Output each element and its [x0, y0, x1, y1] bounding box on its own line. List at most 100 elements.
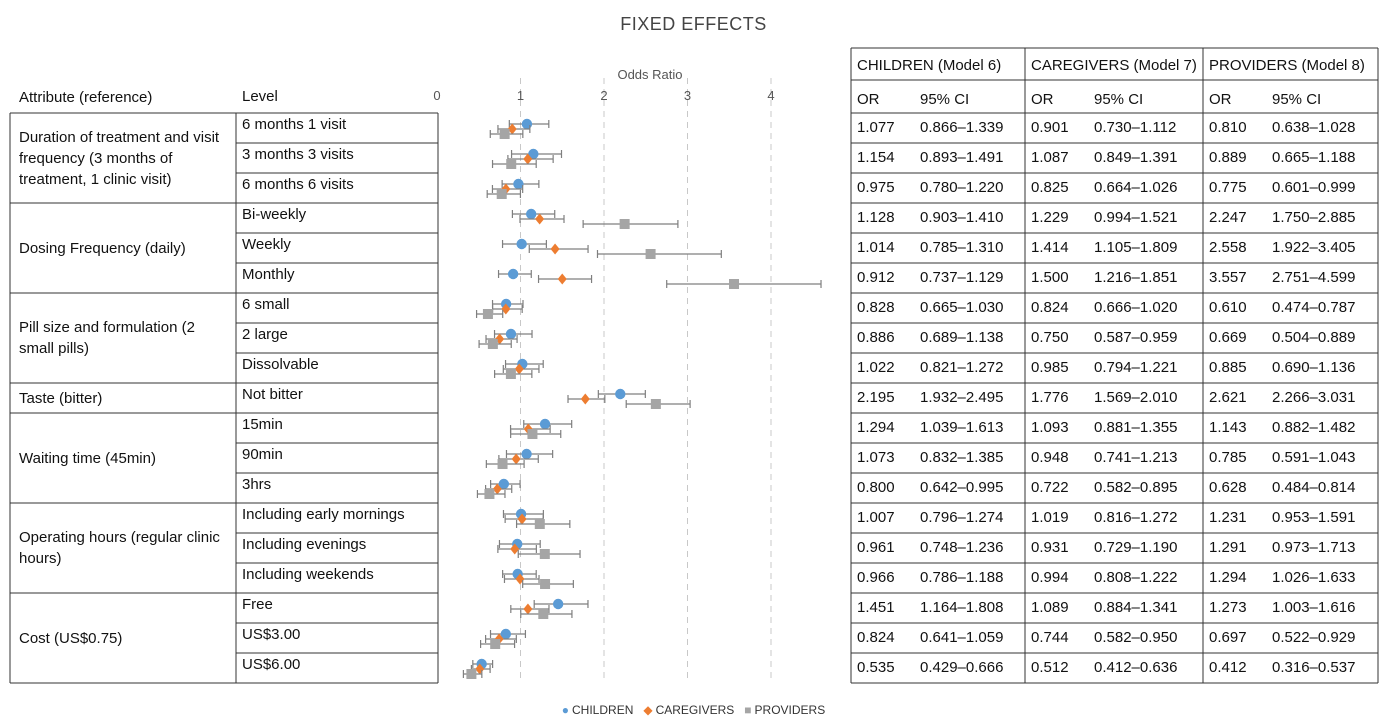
children-point — [513, 178, 524, 190]
caregivers-point — [523, 153, 533, 165]
children-point — [528, 148, 539, 160]
or-value: 0.750 — [1031, 329, 1069, 346]
or-value: 0.885 — [1209, 359, 1247, 376]
ci-value: 0.821–1.272 — [920, 359, 1004, 376]
caregivers-point — [514, 363, 524, 375]
or-value: 0.535 — [857, 659, 895, 676]
children-point — [539, 418, 551, 430]
or-value: 1.291 — [1209, 539, 1247, 556]
ci-value: 1.164–1.808 — [920, 599, 1004, 616]
children-point — [507, 268, 519, 280]
providers-point — [490, 639, 501, 649]
or-value: 0.775 — [1209, 179, 1247, 196]
providers-point — [466, 669, 477, 679]
ci-value: 0.666–1.020 — [1094, 299, 1178, 316]
or-value: 0.744 — [1031, 629, 1069, 646]
ci-value: 0.601–0.999 — [1272, 179, 1356, 196]
or-value: 0.975 — [857, 179, 895, 196]
or-value: 0.785 — [1209, 449, 1247, 466]
model-header: PROVIDERS (Model 8) — [1209, 57, 1365, 74]
ci-value: 0.484–0.814 — [1272, 479, 1356, 496]
or-value: 0.889 — [1209, 149, 1247, 166]
children-point — [615, 388, 626, 400]
or-value: 1.294 — [1209, 569, 1247, 586]
ci-value: 0.504–0.889 — [1272, 329, 1356, 346]
ci-value: 0.748–1.236 — [920, 539, 1004, 556]
legend-label: CHILDREN — [572, 703, 634, 717]
attribute-label: Pill size and formulation (2 small pills… — [19, 319, 195, 357]
or-value: 1.019 — [1031, 509, 1069, 526]
ci-value: 1.922–3.405 — [1272, 239, 1356, 256]
or-value: 1.073 — [857, 449, 895, 466]
level-label: 3hrs — [242, 476, 272, 493]
providers-point — [505, 369, 516, 379]
attribute-label: Dosing Frequency (daily) — [19, 239, 186, 257]
providers-point — [506, 159, 517, 169]
children-point — [505, 328, 517, 340]
ci-value: 1.026–1.633 — [1272, 569, 1356, 586]
providers-point — [497, 459, 508, 469]
providers-point — [527, 429, 538, 439]
attribute-label: Operating hours (regular clinic hours) — [19, 529, 220, 567]
or-value: 0.824 — [1031, 299, 1069, 316]
ci-value: 0.412–0.636 — [1094, 659, 1178, 676]
or-value: 0.961 — [857, 539, 895, 556]
ci-value: 0.884–1.341 — [1094, 599, 1178, 616]
providers-point — [487, 339, 498, 349]
ci-header: 95% CI — [1272, 91, 1322, 108]
caregivers-point — [517, 513, 527, 525]
caregivers-point — [511, 453, 521, 465]
providers-point — [645, 249, 656, 259]
or-value: 0.512 — [1031, 659, 1069, 676]
ci-value: 0.737–1.129 — [920, 269, 1004, 286]
level-label: Monthly — [242, 266, 295, 283]
square-marker-icon: ■ — [744, 703, 752, 717]
providers-point — [650, 399, 661, 409]
level-label: Including evenings — [242, 536, 367, 553]
legend-item: ■ PROVIDERS — [744, 703, 825, 717]
or-value: 1.154 — [857, 149, 895, 166]
ci-value: 0.832–1.385 — [920, 449, 1004, 466]
legend-item: ● CHILDREN — [562, 703, 634, 717]
or-value: 0.825 — [1031, 179, 1069, 196]
ci-value: 1.750–2.885 — [1272, 209, 1356, 226]
level-label: US$3.00 — [242, 626, 301, 643]
or-value: 1.231 — [1209, 509, 1247, 526]
legend-label: PROVIDERS — [754, 703, 826, 717]
ci-value: 0.522–0.929 — [1272, 629, 1356, 646]
ci-value: 0.591–1.043 — [1272, 449, 1356, 466]
x-tick-label: 1 — [516, 88, 525, 103]
ci-value: 0.690–1.136 — [1272, 359, 1356, 376]
level-label: US$6.00 — [242, 656, 301, 673]
caregivers-point — [550, 243, 560, 255]
legend-label: CAREGIVERS — [655, 703, 735, 717]
level-label: 6 months 1 visit — [242, 116, 347, 133]
level-label: 6 months 6 visits — [242, 176, 354, 193]
or-value: 0.810 — [1209, 119, 1247, 136]
attribute-header: Attribute (reference) — [19, 89, 153, 106]
attribute-label: Duration of treatment and visit frequenc… — [19, 128, 220, 188]
or-header: OR — [1209, 91, 1232, 108]
legend-item: ◆ CAREGIVERS — [643, 703, 734, 717]
x-axis-label: Odds Ratio — [617, 67, 683, 82]
diamond-marker-icon: ◆ — [643, 703, 653, 717]
providers-point — [619, 219, 630, 229]
or-value: 1.093 — [1031, 419, 1069, 436]
children-point — [500, 628, 512, 640]
ci-value: 0.642–0.995 — [920, 479, 1004, 496]
providers-point — [729, 279, 740, 289]
x-tick-label: 3 — [683, 88, 692, 103]
or-value: 1.077 — [857, 119, 895, 136]
or-value: 1.007 — [857, 509, 895, 526]
level-label: 15min — [242, 416, 283, 433]
ci-value: 0.780–1.220 — [920, 179, 1004, 196]
children-point — [516, 238, 527, 250]
children-point — [498, 478, 509, 490]
or-value: 0.985 — [1031, 359, 1069, 376]
ci-value: 0.953–1.591 — [1272, 509, 1356, 526]
providers-point — [540, 579, 551, 589]
or-value: 1.128 — [857, 209, 895, 226]
ci-value: 0.664–1.026 — [1094, 179, 1178, 196]
ci-value: 0.665–1.188 — [1272, 149, 1356, 166]
